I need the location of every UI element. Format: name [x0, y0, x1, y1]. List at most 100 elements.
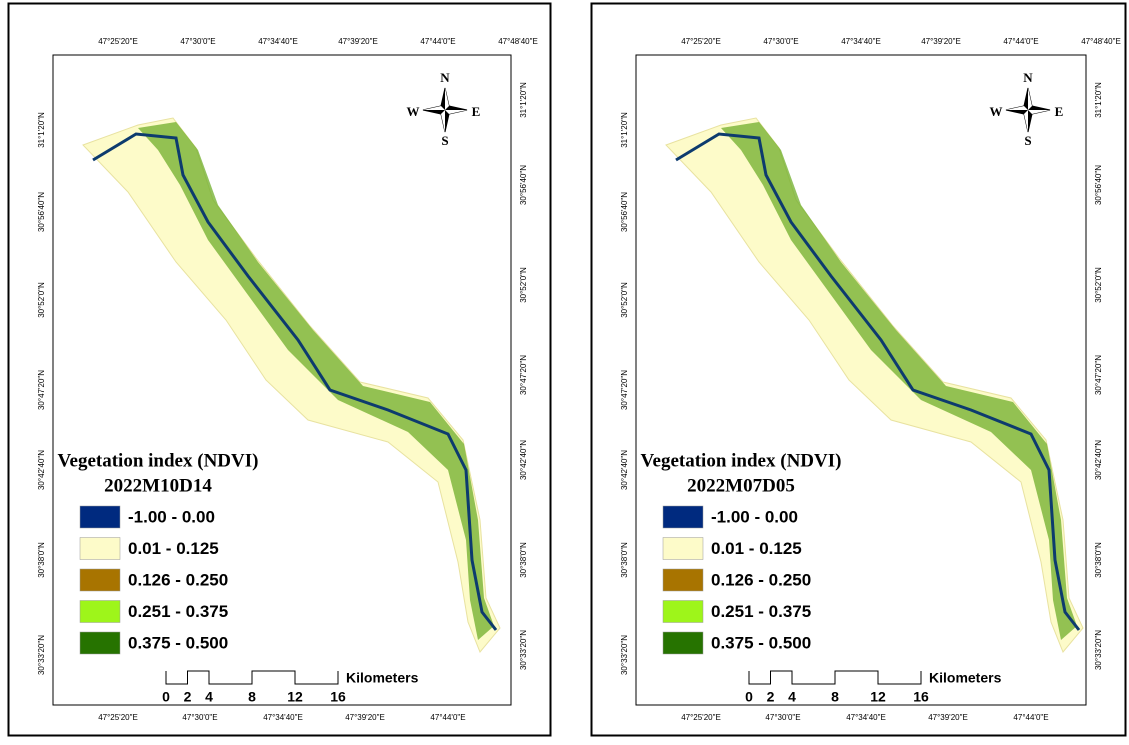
- legend-date: 2022M07D05: [687, 475, 795, 496]
- legend-swatch: [662, 505, 704, 529]
- scale-unit: Kilometers: [346, 670, 419, 686]
- legend-swatch: [662, 568, 704, 592]
- scale-segment-outline: [877, 671, 922, 685]
- scale-tick-label: 16: [913, 689, 929, 705]
- bottom-coordinate: 47°25'20"E: [681, 713, 721, 722]
- left-coordinate: 30°42'40"N: [620, 450, 629, 490]
- right-coordinate: 30°38'0"N: [519, 542, 528, 578]
- legend-swatch: [662, 631, 704, 655]
- compass-n: N: [1023, 70, 1033, 85]
- scale-tick-label: 8: [831, 689, 839, 705]
- river: [675, 132, 1081, 631]
- left-coordinate: 30°42'40"N: [37, 450, 46, 490]
- top-coordinate: 47°25'20"E: [98, 37, 138, 46]
- scale-unit: Kilometers: [929, 670, 1002, 686]
- top-coordinate: 47°34'40"E: [258, 37, 298, 46]
- scale-tick-label: 0: [162, 689, 170, 705]
- scale-segment-outline: [294, 671, 339, 685]
- compass-e: E: [1055, 104, 1064, 119]
- compass-e: E: [472, 104, 481, 119]
- scale-tick-label: 8: [248, 689, 256, 705]
- map-panel: 47°25'20"E 47°30'0"E 47°34'40"E 47°39'20"E 4…: [7, 2, 552, 737]
- top-coordinate: 47°25'20"E: [681, 37, 721, 46]
- compass-s: S: [1024, 133, 1031, 148]
- right-coordinate: 30°56'40"N: [519, 165, 528, 205]
- scale-tick-label: 12: [287, 689, 303, 705]
- bottom-coordinate: 47°34'40"E: [846, 713, 886, 722]
- legend-label: 0.126 - 0.250: [711, 570, 811, 589]
- top-coordinate: 47°44'0"E: [1003, 37, 1038, 46]
- left-coordinate: 30°52'0"N: [620, 282, 629, 318]
- legend-label: 0.126 - 0.250: [128, 570, 228, 589]
- legend-swatch: [79, 631, 121, 655]
- top-coordinate: 47°34'40"E: [841, 37, 881, 46]
- bottom-coordinate: 47°44'0"E: [430, 713, 465, 722]
- right-coordinate: 30°52'0"N: [1094, 267, 1103, 303]
- legend-label: 0.375 - 0.500: [711, 633, 811, 652]
- right-coordinate: 30°56'40"N: [1094, 165, 1103, 205]
- right-coordinate: 30°47'20"N: [519, 355, 528, 395]
- left-coordinate: 31°1'20"N: [620, 112, 629, 148]
- legend-swatch: [79, 600, 121, 623]
- compass-w: W: [407, 104, 420, 119]
- right-coordinate: 30°47'20"N: [1094, 355, 1103, 395]
- legend-title: Vegetation index (NDVI): [641, 450, 842, 471]
- right-coordinate: 30°42'40"N: [1094, 440, 1103, 480]
- legend-swatch: [79, 505, 121, 529]
- legend-label: 0.251 - 0.375: [711, 602, 811, 621]
- scale-tick-label: 2: [184, 689, 192, 705]
- legend-label: -1.00 - 0.00: [711, 507, 798, 526]
- right-coordinate: 30°42'40"N: [519, 440, 528, 480]
- compass-highlight: [1006, 88, 1050, 132]
- left-coordinate: 30°56'40"N: [620, 192, 629, 232]
- scale-tick-label: 4: [788, 689, 796, 705]
- left-coordinate: 30°47'20"N: [37, 370, 46, 410]
- scale-tick-label: 0: [745, 689, 753, 705]
- map-frame: [52, 54, 512, 706]
- top-coordinate: 47°39'20"E: [921, 37, 961, 46]
- left-coordinate: 30°33'20"N: [620, 635, 629, 675]
- legend-date: 2022M10D14: [104, 475, 212, 496]
- legend-label: 0.375 - 0.500: [128, 633, 228, 652]
- compass-w: W: [990, 104, 1003, 119]
- compass-n: N: [440, 70, 450, 85]
- bottom-coordinate: 47°39'20"E: [345, 713, 385, 722]
- bottom-coordinate: 47°44'0"E: [1013, 713, 1048, 722]
- scale-tick-label: 16: [330, 689, 346, 705]
- legend-swatch: [662, 600, 704, 623]
- scale-tick-label: 4: [205, 689, 213, 705]
- right-coordinate: 30°33'20"N: [1094, 630, 1103, 670]
- left-coordinate: 30°56'40"N: [37, 192, 46, 232]
- legend-label: 0.01 - 0.125: [128, 539, 219, 558]
- right-coordinate: 30°52'0"N: [519, 267, 528, 303]
- left-coordinate: 30°38'0"N: [37, 542, 46, 578]
- left-coordinate: 30°33'20"N: [37, 635, 46, 675]
- right-coordinate: 30°33'20"N: [519, 630, 528, 670]
- legend-label: -1.00 - 0.00: [128, 507, 215, 526]
- legend-swatch: [79, 568, 121, 592]
- legend-label: 0.01 - 0.125: [711, 539, 802, 558]
- river: [92, 132, 498, 631]
- right-coordinate: 31°1'20"N: [1094, 82, 1103, 118]
- legend-title: Vegetation index (NDVI): [58, 450, 259, 471]
- left-coordinate: 31°1'20"N: [37, 112, 46, 148]
- top-coordinate: 47°48'40"E: [1081, 37, 1121, 46]
- map-panel: 47°25'20"E 47°30'0"E 47°34'40"E 47°39'20"E 4…: [590, 2, 1127, 737]
- scale-tick-label: 2: [767, 689, 775, 705]
- top-coordinate: 47°48'40"E: [498, 37, 538, 46]
- compass-s: S: [441, 133, 448, 148]
- left-coordinate: 30°47'20"N: [620, 370, 629, 410]
- vegetation-area: [138, 122, 494, 640]
- bottom-coordinate: 47°34'40"E: [263, 713, 303, 722]
- bottom-coordinate: 47°39'20"E: [928, 713, 968, 722]
- right-coordinate: 30°38'0"N: [1094, 542, 1103, 578]
- map-frame: [635, 54, 1087, 706]
- top-coordinate: 47°39'20"E: [338, 37, 378, 46]
- top-coordinate: 47°30'0"E: [763, 37, 798, 46]
- right-coordinate: 31°1'20"N: [519, 82, 528, 118]
- vegetation-area: [721, 122, 1077, 640]
- scale-tick-label: 12: [870, 689, 886, 705]
- legend-swatch: [79, 537, 121, 560]
- top-coordinate: 47°44'0"E: [420, 37, 455, 46]
